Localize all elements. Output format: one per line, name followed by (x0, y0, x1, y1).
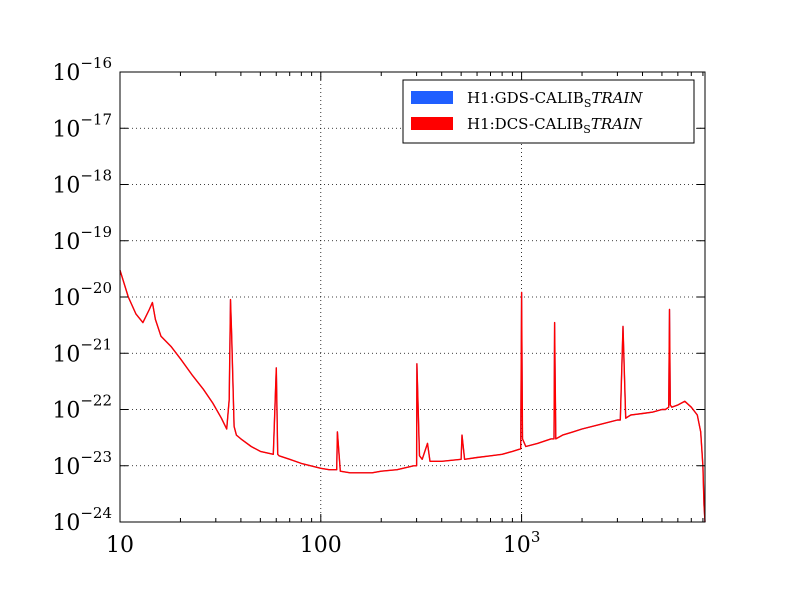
x-tick-label: 103 (503, 528, 541, 558)
series-lines (119, 269, 706, 523)
legend-swatch (411, 117, 453, 130)
y-tick-label: 10−19 (52, 223, 112, 255)
y-tick-label: 10−16 (52, 54, 112, 86)
legend-label: H1:DCS-CALIBSTRAIN (467, 115, 643, 136)
y-tick-label: 10−23 (52, 448, 112, 480)
y-tick-label: 10−21 (52, 335, 112, 367)
series-line-dcs (119, 269, 706, 523)
x-tick-labels: 10 100 103 (106, 528, 540, 558)
legend-swatch (411, 91, 453, 104)
x-tick-label: 10 (106, 533, 134, 558)
y-tick-label: 10−24 (52, 504, 112, 536)
legend-box (402, 79, 695, 144)
axis-ticks (119, 71, 705, 523)
y-tick-label: 10−18 (52, 167, 112, 199)
y-tick-label: 10−22 (52, 392, 112, 424)
y-tick-label: 10−17 (52, 110, 112, 142)
x-tick-label: 100 (300, 533, 342, 558)
legend: H1:GDS-CALIBSTRAIN H1:DCS-CALIBSTRAIN (402, 79, 695, 144)
legend-label: H1:GDS-CALIBSTRAIN (467, 89, 643, 110)
y-tick-labels: 10−16 10−17 10−18 10−19 10−20 10−21 10−22 10−23… (52, 54, 112, 536)
y-tick-label: 10−20 (52, 279, 112, 311)
